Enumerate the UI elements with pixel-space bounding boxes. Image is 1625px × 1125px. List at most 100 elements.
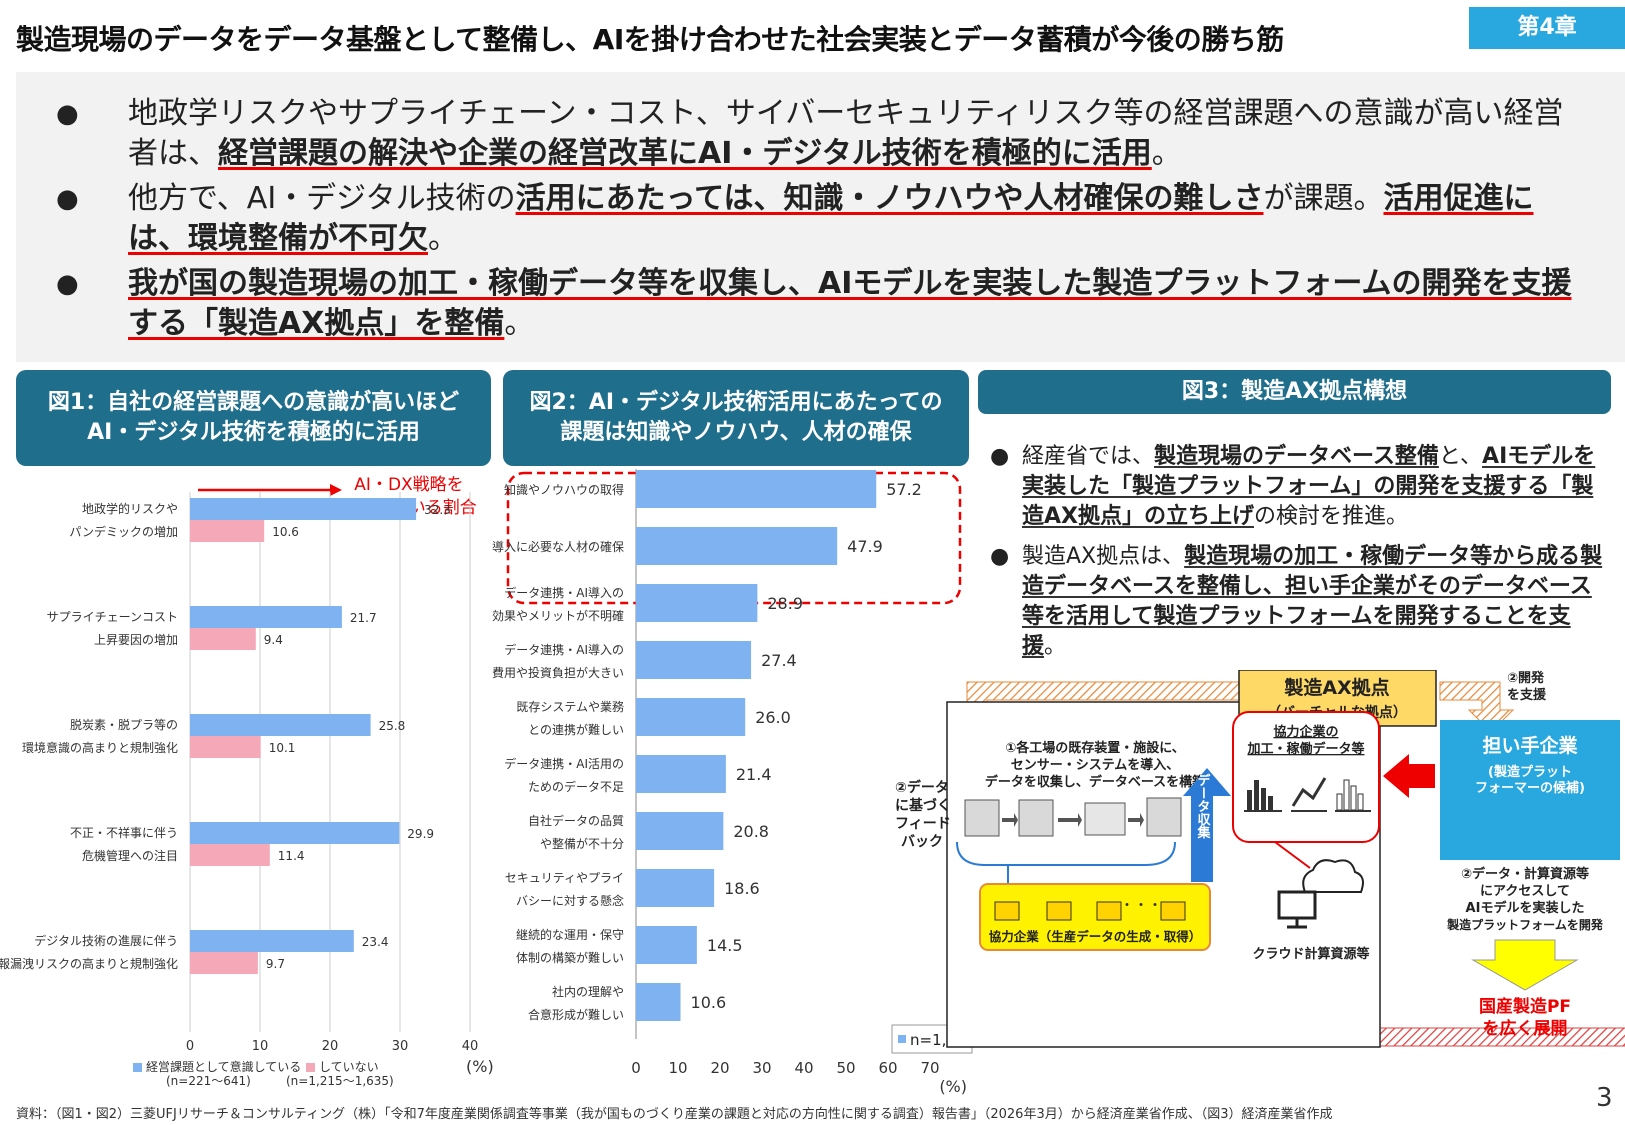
- fig1-bar: [190, 714, 371, 736]
- partner-data-connector: [1274, 841, 1311, 869]
- fig1-annotation-arrowhead: [330, 484, 342, 496]
- fig1-bar: [190, 520, 265, 542]
- fig3-bullets: ● 経産省では、製造現場のデータベース整備と、AIモデルを実装した「製造プラットフ…: [990, 442, 1610, 672]
- fig1-value-label: 32.3: [424, 503, 451, 517]
- machine-icon: [1018, 799, 1054, 837]
- fig1-unit: (%): [466, 1057, 494, 1076]
- fig2-value-label: 20.8: [733, 822, 769, 841]
- fig1-value-label: 9.7: [266, 957, 285, 971]
- factory-icon: [1160, 901, 1186, 921]
- fig2-unit: (%): [939, 1077, 967, 1096]
- page-number: 3: [1596, 1083, 1613, 1113]
- fig2-bar: [636, 926, 697, 964]
- fig1-x-tick-label: 10: [252, 1039, 269, 1054]
- fig2-category-label: 自社データの品質: [528, 813, 624, 828]
- chapter-tag: 第4章: [1469, 7, 1625, 49]
- fig1-bar: [190, 736, 261, 758]
- machine-icons: [964, 797, 1182, 837]
- fig1-legend-swatch-2: [306, 1063, 315, 1072]
- summary-bullet-2-plain: 他方で、AI・デジタル技術の: [128, 181, 516, 216]
- fig2-category-label: 社内の理解や: [552, 984, 624, 999]
- bearer-company-sub1: (製造プラット: [1488, 764, 1572, 780]
- fig2-bar: [636, 869, 715, 907]
- fig1-legend-label-1: 経営課題として意識している: [146, 1059, 301, 1074]
- fig1-bar: [190, 844, 270, 866]
- fig1-legend-label-2: していない: [319, 1060, 379, 1074]
- fig1-legend-n-1: (n=221～641): [166, 1074, 251, 1088]
- summary-bullet-2-emphasis-2: 活用促進には、環境整備が不可欠: [128, 181, 1534, 256]
- fig2-category-label: 導入に必要な人材の確保: [492, 539, 624, 554]
- fig2-value-label: 26.0: [755, 708, 791, 727]
- fig2-category-label: バシーに対する懸念: [516, 893, 624, 908]
- fig1-bar: [190, 952, 258, 974]
- summary-bullet-1-plain: 地政学リスクやサプライチェーン・コスト、サイバーセキュリティリスク等の経営課題へ…: [128, 96, 1564, 171]
- bearer-company-box[interactable]: [1440, 720, 1620, 860]
- bar-chart-icon-bar: [1261, 788, 1266, 810]
- summary-bullet-3: ● 我が国の製造現場の加工・稼働データ等を収集し、AIモデルを実装した製造プラッ…: [56, 264, 1596, 346]
- monitor-icon: [1277, 890, 1317, 920]
- partner-companies-box: [979, 883, 1211, 951]
- fig3-bullet-1-plain-2: と、: [1438, 444, 1483, 469]
- deploy-arrow: [1471, 939, 1579, 991]
- bullet-dot: ●: [56, 269, 79, 299]
- fig1-category-label: デジタル技術の進展に伴う: [34, 933, 178, 948]
- machine-bracket: [956, 841, 1176, 866]
- summary-bullet-3-tail: 。: [504, 306, 535, 341]
- factory-icon: [1096, 901, 1122, 921]
- fig1-category-label: サプライチェーンコスト: [47, 610, 178, 624]
- fig2-category-label: データ連携・AI導入の: [504, 585, 624, 600]
- fig2-x-tick-label: 50: [836, 1059, 855, 1077]
- fig1-category-label: 環境意識の高まりと規制強化: [22, 740, 178, 755]
- fig1-x-tick-label: 40: [462, 1039, 479, 1054]
- chart-icons: [1244, 777, 1371, 812]
- fig2-chart: 0 10 20 30 40 50 60 70 知識やノウハウの取得 57.2 導入に必要な人材の確保…: [492, 469, 975, 1096]
- fig1-category-label: 地政学的リスクや: [82, 501, 178, 516]
- feedback-line4: バック: [901, 834, 943, 850]
- fig2-bar: [636, 755, 726, 793]
- fig3-bullet-2: ● 製造AX拠点は、製造現場の加工・稼働データ等から成る製造データベースを整備し、…: [990, 542, 1610, 662]
- fig2-value-label: 18.6: [724, 879, 760, 898]
- machine-icon: [964, 799, 1000, 837]
- machine-arrow: [1058, 813, 1082, 827]
- fig2-value-label: 10.6: [691, 993, 727, 1012]
- cloud-icon: [1277, 859, 1364, 929]
- fig3-header: 図3：製造AX拠点構想: [978, 370, 1611, 414]
- cloud-shape: [1302, 859, 1364, 893]
- summary-bullet-1-emphasis: 経営課題の解決や企業の経営改革にAI・デジタル技術を積極的に活用: [218, 136, 1152, 171]
- page-title: 製造現場のデータをデータ基盤として整備し、AIを掛け合わせた社会実装とデータ蓄積…: [16, 23, 1284, 56]
- fig2-value-label: 21.4: [736, 765, 772, 784]
- fig2-x-tick-label: 30: [752, 1059, 771, 1077]
- summary-bullet-2-emphasis: 活用にあたっては、知識・ノウハウや人材確保の難しさ: [515, 181, 1264, 216]
- fig1-bar: [190, 628, 256, 650]
- factory-icons: [994, 901, 1186, 921]
- access-line3: AIモデルを実装した: [1466, 900, 1585, 916]
- fig2-header-line1: 図2：AI・デジタル技術活用にあたっての: [529, 390, 943, 415]
- bearer-company-title: 担い手企業: [1482, 734, 1578, 757]
- fig2-bar: [636, 812, 724, 850]
- line-chart-icon: [1291, 777, 1327, 807]
- fig2-category-label: 効果やメリットが不明確: [492, 608, 624, 623]
- fig1-category-label: 上昇要因の増加: [94, 633, 178, 647]
- fig2-category-label: セキュリティやプライ: [505, 871, 624, 885]
- data-collect-label: データ収集: [1195, 773, 1212, 840]
- fig2-category-label: との連携が難しい: [528, 722, 624, 737]
- access-arrow: [1383, 754, 1435, 798]
- fig1-bar: [190, 930, 354, 952]
- fig3-bullet-1-emphasis-2: AIモデルを実装した「製造プラットフォーム」の開発を支援する「製造AX拠点」の立…: [1022, 444, 1596, 529]
- summary-box: ● 地政学リスクやサプライチェーン・コスト、サイバーセキュリティリスク等の経営課…: [16, 72, 1625, 362]
- fig3-bullet-2-plain: 製造AX拠点は、: [1022, 544, 1185, 569]
- fig3-bullet-1: ● 経産省では、製造現場のデータベース整備と、AIモデルを実装した「製造プラットフ…: [990, 442, 1610, 532]
- fig3-bullet-1-plain-3: の検討を推進。: [1254, 504, 1409, 529]
- fig3-diagram: 製造AX拠点 （バーチャルな拠点） ①各工場の既存装置・施設に、 センサー・シス…: [895, 670, 1625, 1048]
- summary-bullet-2-tail: 。: [428, 221, 458, 256]
- partner-companies-label: 協力企業（生産データの生成・取得）: [989, 929, 1202, 944]
- factory-icon: [1046, 901, 1072, 921]
- fig2-category-label: ためのデータ不足: [528, 779, 624, 794]
- step1-line1: ①各工場の既存装置・施設に、: [1005, 740, 1185, 756]
- fig1-bar: [190, 606, 342, 628]
- fig2-category-label: や整備が不十分: [540, 836, 624, 851]
- fig3-bullet-1-plain: 経産省では、: [1022, 444, 1155, 469]
- data-collect-arrow: [1183, 768, 1231, 882]
- fig2-bar: [636, 470, 877, 508]
- fig1-value-label: 9.4: [264, 633, 283, 647]
